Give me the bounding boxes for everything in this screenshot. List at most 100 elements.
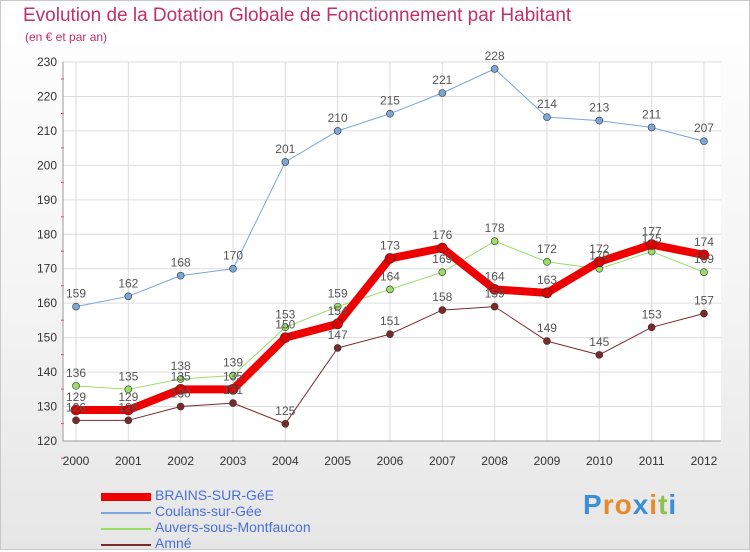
- data-point: [698, 249, 710, 261]
- data-point: [593, 256, 605, 268]
- data-label: 139: [223, 356, 243, 370]
- data-point: [438, 306, 447, 314]
- legend-label: Amné: [155, 535, 192, 551]
- data-point: [124, 292, 133, 301]
- logo-letter: x: [632, 489, 650, 520]
- legend-swatch: [101, 512, 151, 514]
- data-point: [124, 385, 133, 394]
- data-label: 129: [66, 390, 86, 404]
- x-tick-label: 2007: [429, 454, 456, 468]
- data-label: 214: [537, 97, 557, 111]
- logo-letter: i: [649, 489, 659, 520]
- y-tick-label: 230: [37, 55, 57, 69]
- data-point: [124, 416, 133, 425]
- data-point: [333, 344, 342, 352]
- data-point: [646, 239, 657, 250]
- data-label: 176: [432, 228, 452, 242]
- x-tick-label: 2000: [63, 454, 90, 468]
- data-point: [543, 337, 551, 345]
- data-label: 150: [275, 318, 295, 332]
- data-label: 126: [66, 400, 86, 414]
- data-point: [541, 287, 553, 299]
- data-point: [489, 284, 500, 295]
- data-label: 135: [223, 369, 243, 383]
- data-label: 210: [328, 111, 348, 125]
- data-label: 173: [380, 238, 400, 252]
- data-label: 170: [589, 249, 609, 263]
- proxiti-logo: Proxiti: [583, 489, 677, 521]
- data-label: 138: [171, 359, 191, 373]
- data-label: 149: [537, 321, 557, 335]
- legend-swatch: [101, 493, 151, 501]
- data-label: 168: [171, 256, 191, 270]
- data-label: 158: [432, 290, 452, 304]
- logo-letter: t: [658, 489, 669, 520]
- logo-letter: r: [602, 489, 615, 520]
- data-label: 126: [118, 400, 138, 414]
- data-point: [438, 89, 447, 97]
- y-tick-label: 180: [37, 227, 57, 241]
- chart-title: Evolution de la Dotation Globale de Fonc…: [23, 5, 572, 26]
- data-label: 178: [485, 221, 505, 235]
- data-point: [386, 285, 394, 294]
- data-label: 163: [537, 273, 557, 287]
- data-point: [386, 109, 394, 118]
- data-point: [227, 384, 239, 395]
- data-label: 162: [118, 276, 138, 290]
- chart-subtitle: (en € et par an): [25, 30, 108, 44]
- data-point: [175, 384, 186, 395]
- x-tick-label: 2001: [115, 454, 142, 468]
- y-tick-label: 140: [37, 365, 57, 379]
- data-point: [176, 402, 185, 411]
- data-point: [229, 371, 237, 380]
- data-point: [384, 253, 396, 264]
- data-label: 211: [642, 107, 661, 121]
- legend-swatch: [101, 544, 151, 546]
- data-point: [490, 237, 499, 245]
- data-label: 135: [118, 369, 138, 383]
- data-point: [437, 242, 448, 254]
- x-tick-label: 2012: [691, 454, 718, 468]
- data-point: [595, 351, 604, 359]
- data-label: 164: [485, 269, 505, 283]
- x-tick-label: 2006: [377, 454, 404, 468]
- data-label: 159: [66, 287, 86, 301]
- logo-letter: o: [614, 489, 633, 520]
- x-tick-label: 2002: [167, 454, 194, 468]
- data-point: [72, 382, 80, 390]
- data-label: 169: [694, 252, 714, 266]
- data-label: 154: [328, 304, 348, 318]
- data-label: 129: [118, 390, 138, 404]
- data-point: [386, 330, 394, 338]
- data-point: [490, 65, 499, 73]
- data-label: 201: [275, 142, 295, 156]
- data-label: 136: [66, 366, 86, 380]
- data-label: 174: [694, 235, 714, 249]
- data-label: 170: [223, 249, 243, 263]
- plot-area: [63, 62, 721, 441]
- legend-label: Coulans-sur-Gée: [155, 503, 262, 519]
- y-tick-label: 200: [37, 158, 57, 172]
- legend-label: Auvers-sous-Montfaucon: [155, 519, 311, 535]
- data-point: [281, 158, 290, 166]
- data-point: [72, 302, 80, 311]
- data-label: 147: [328, 328, 348, 342]
- data-point: [700, 268, 708, 276]
- data-point: [332, 318, 343, 330]
- data-point: [333, 302, 342, 311]
- data-label: 215: [380, 94, 400, 108]
- logo-letter: P: [583, 489, 603, 520]
- legend-swatch: [101, 528, 151, 530]
- data-point: [229, 264, 237, 273]
- y-tick-label: 120: [37, 434, 57, 448]
- x-tick-label: 2011: [639, 454, 665, 468]
- data-point: [595, 116, 604, 125]
- data-point: [229, 399, 237, 407]
- x-tick-label: 2005: [324, 454, 351, 468]
- data-label: 157: [694, 294, 714, 308]
- y-tick-label: 210: [37, 124, 57, 138]
- data-point: [72, 416, 80, 425]
- data-label: 221: [432, 73, 452, 87]
